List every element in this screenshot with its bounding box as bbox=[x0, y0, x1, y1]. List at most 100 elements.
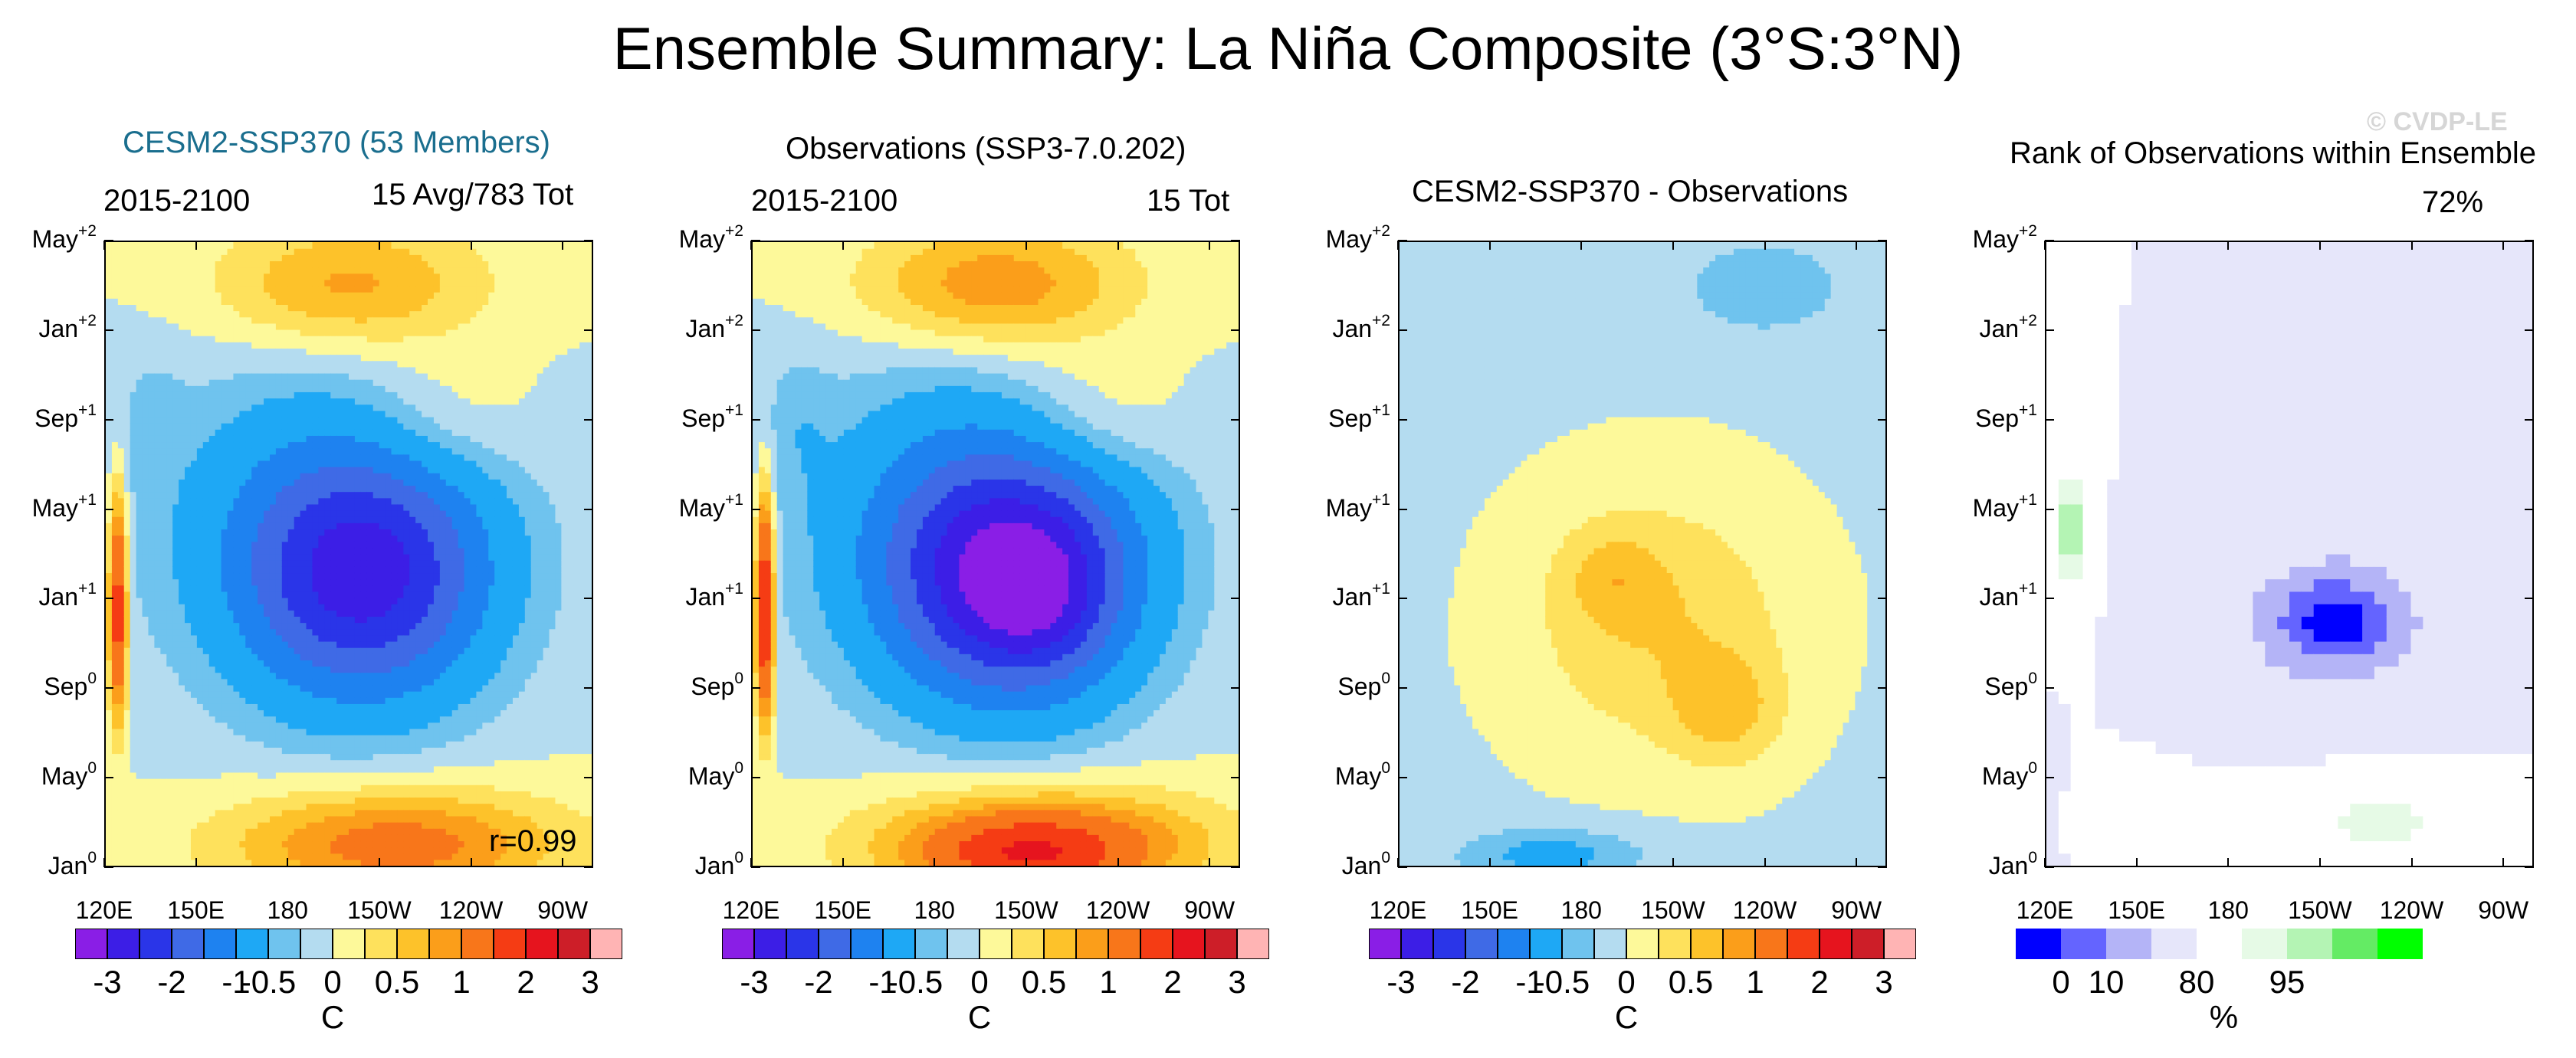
field-cell bbox=[160, 585, 167, 592]
field-cell bbox=[166, 503, 173, 511]
field-cell bbox=[154, 809, 161, 817]
field-cell bbox=[172, 385, 179, 392]
field-cell bbox=[190, 354, 198, 362]
field-cell bbox=[215, 541, 222, 549]
field-cell bbox=[251, 336, 258, 342]
field-cell bbox=[142, 828, 149, 835]
field-cell bbox=[239, 385, 246, 392]
field-cell bbox=[215, 591, 222, 598]
field-cell bbox=[264, 741, 271, 748]
field-cell bbox=[215, 372, 222, 380]
field-cell bbox=[154, 771, 161, 779]
field-cell bbox=[202, 398, 210, 405]
field-cell bbox=[202, 279, 210, 287]
field-cell bbox=[148, 460, 155, 467]
field-cell bbox=[264, 622, 271, 630]
field-cell bbox=[106, 273, 113, 280]
field-cell bbox=[264, 660, 271, 667]
field-cell bbox=[258, 759, 264, 767]
field-cell bbox=[117, 853, 125, 860]
field-cell bbox=[154, 485, 161, 493]
field-cell bbox=[117, 622, 125, 630]
field-cell bbox=[123, 516, 131, 523]
field-cell bbox=[148, 248, 155, 255]
field-cell bbox=[233, 660, 240, 667]
field-cell bbox=[190, 678, 198, 686]
field-cell bbox=[251, 248, 258, 255]
field-cell bbox=[142, 516, 149, 523]
field-cell bbox=[264, 728, 271, 735]
field-cell bbox=[233, 828, 240, 835]
field-cell bbox=[154, 585, 161, 592]
field-cell bbox=[227, 304, 235, 312]
field-cell bbox=[142, 840, 149, 848]
field-cell bbox=[111, 741, 119, 748]
field-cell bbox=[160, 379, 167, 386]
field-cell bbox=[233, 604, 240, 611]
field-cell bbox=[185, 622, 192, 630]
field-cell bbox=[111, 728, 119, 735]
field-cell bbox=[239, 684, 246, 692]
field-cell bbox=[136, 423, 143, 430]
field-cell bbox=[215, 853, 222, 860]
field-cell bbox=[245, 429, 252, 436]
field-cell bbox=[179, 778, 185, 785]
field-cell bbox=[154, 822, 161, 829]
field-cell bbox=[185, 703, 192, 711]
field-cell bbox=[215, 391, 222, 399]
field-cell bbox=[251, 771, 258, 779]
field-cell bbox=[221, 485, 228, 493]
field-cell bbox=[123, 316, 131, 324]
field-cell bbox=[215, 697, 222, 704]
field-cell bbox=[245, 684, 252, 692]
field-cell bbox=[233, 441, 240, 449]
field-cell bbox=[258, 640, 264, 648]
field-cell bbox=[258, 616, 264, 624]
field-cell bbox=[264, 292, 271, 299]
field-cell bbox=[185, 578, 192, 586]
field-cell bbox=[106, 859, 113, 866]
field-cell bbox=[258, 404, 264, 411]
field-cell bbox=[258, 597, 264, 604]
field-cell bbox=[190, 622, 198, 630]
field-cell bbox=[160, 385, 167, 392]
field-cell bbox=[208, 316, 216, 324]
field-cell bbox=[185, 672, 192, 680]
field-cell bbox=[258, 822, 264, 829]
field-cell bbox=[166, 516, 173, 523]
field-cell bbox=[160, 479, 167, 486]
field-cell bbox=[148, 310, 155, 318]
field-cell bbox=[245, 840, 252, 848]
field-cell bbox=[251, 585, 258, 592]
field-cell bbox=[208, 728, 216, 735]
field-cell bbox=[130, 585, 137, 592]
field-cell bbox=[154, 292, 161, 299]
field-cell bbox=[130, 604, 137, 611]
field-cell bbox=[196, 784, 204, 791]
field-cell bbox=[160, 822, 167, 829]
field-cell bbox=[136, 566, 143, 574]
field-cell bbox=[251, 354, 258, 362]
field-cell bbox=[117, 342, 125, 349]
field-cell bbox=[117, 797, 125, 804]
field-cell bbox=[264, 441, 271, 449]
field-cell bbox=[251, 691, 258, 698]
field-cell bbox=[142, 853, 149, 860]
field-cell bbox=[117, 316, 125, 324]
field-cell bbox=[117, 666, 125, 673]
field-cell bbox=[227, 479, 235, 486]
field-cell bbox=[202, 840, 210, 848]
field-cell bbox=[190, 292, 198, 299]
field-cell bbox=[160, 279, 167, 287]
field-cell bbox=[245, 822, 252, 829]
field-cell bbox=[166, 741, 173, 748]
field-cell bbox=[208, 510, 216, 517]
field-cell bbox=[166, 529, 173, 536]
field-cell bbox=[130, 292, 137, 299]
field-cell bbox=[233, 847, 240, 854]
field-cell bbox=[111, 815, 119, 823]
field-cell bbox=[154, 248, 161, 255]
field-cell bbox=[239, 822, 246, 829]
field-cell bbox=[166, 716, 173, 723]
field-cell bbox=[264, 809, 271, 817]
